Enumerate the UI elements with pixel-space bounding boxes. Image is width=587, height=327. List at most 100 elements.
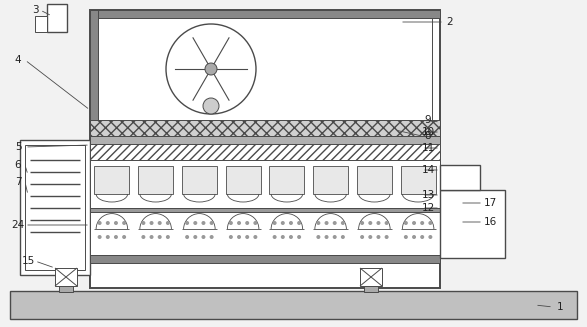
Text: 13: 13 <box>421 190 434 200</box>
Bar <box>90 210 440 255</box>
Text: 6: 6 <box>15 160 21 170</box>
Circle shape <box>316 221 321 225</box>
Circle shape <box>254 235 257 239</box>
Circle shape <box>420 221 424 225</box>
Bar <box>98 18 156 120</box>
Circle shape <box>420 235 424 239</box>
Text: 12: 12 <box>421 203 434 213</box>
Circle shape <box>141 235 146 239</box>
Bar <box>225 166 261 194</box>
Circle shape <box>166 221 170 225</box>
Bar <box>90 10 440 288</box>
Circle shape <box>114 221 118 225</box>
Circle shape <box>384 235 389 239</box>
Circle shape <box>141 221 146 225</box>
Text: 5: 5 <box>15 142 21 152</box>
Bar <box>98 18 432 120</box>
Bar <box>35 16 47 32</box>
Circle shape <box>429 221 433 225</box>
Circle shape <box>341 221 345 225</box>
Bar <box>55 268 77 286</box>
Circle shape <box>333 221 337 225</box>
Circle shape <box>201 235 205 239</box>
Text: 4: 4 <box>15 55 21 65</box>
Text: 10: 10 <box>421 127 434 137</box>
Circle shape <box>325 235 329 239</box>
Text: 16: 16 <box>483 217 497 227</box>
Circle shape <box>106 221 110 225</box>
Bar <box>440 165 480 190</box>
Circle shape <box>297 235 301 239</box>
Circle shape <box>237 235 241 239</box>
Bar <box>90 10 440 18</box>
Circle shape <box>210 221 214 225</box>
Bar <box>47 4 67 32</box>
Circle shape <box>158 235 161 239</box>
Circle shape <box>412 235 416 239</box>
Circle shape <box>97 235 102 239</box>
Circle shape <box>376 235 380 239</box>
Circle shape <box>245 221 249 225</box>
Circle shape <box>368 235 372 239</box>
Circle shape <box>384 221 389 225</box>
Text: 24: 24 <box>11 220 25 230</box>
Circle shape <box>412 221 416 225</box>
Circle shape <box>122 221 126 225</box>
Text: 9: 9 <box>424 115 431 125</box>
Circle shape <box>245 235 249 239</box>
Circle shape <box>106 235 110 239</box>
Bar <box>20 140 90 275</box>
Circle shape <box>193 235 197 239</box>
Circle shape <box>254 221 257 225</box>
Bar <box>95 166 129 194</box>
Text: 3: 3 <box>32 5 38 15</box>
Circle shape <box>185 221 189 225</box>
Bar <box>90 208 440 212</box>
Circle shape <box>316 235 321 239</box>
Text: 7: 7 <box>15 177 21 187</box>
Circle shape <box>404 235 408 239</box>
Bar <box>90 10 98 120</box>
Circle shape <box>237 221 241 225</box>
Bar <box>400 166 436 194</box>
Bar <box>90 136 440 144</box>
Circle shape <box>333 235 337 239</box>
Circle shape <box>185 235 189 239</box>
Circle shape <box>205 63 217 75</box>
Circle shape <box>360 221 364 225</box>
Circle shape <box>166 235 170 239</box>
Bar <box>269 166 305 194</box>
Circle shape <box>193 221 197 225</box>
Circle shape <box>272 221 276 225</box>
Bar <box>25 145 85 270</box>
Circle shape <box>229 221 233 225</box>
Text: 8: 8 <box>424 131 431 141</box>
Bar <box>138 166 173 194</box>
Circle shape <box>122 235 126 239</box>
Bar <box>313 166 348 194</box>
Circle shape <box>272 235 276 239</box>
Bar <box>364 286 378 292</box>
Text: 14: 14 <box>421 165 434 175</box>
Circle shape <box>289 221 293 225</box>
Bar <box>90 160 440 208</box>
Bar <box>440 190 505 258</box>
Circle shape <box>368 221 372 225</box>
Circle shape <box>210 235 214 239</box>
Circle shape <box>404 221 408 225</box>
Circle shape <box>281 221 285 225</box>
Circle shape <box>114 235 118 239</box>
Text: 1: 1 <box>556 302 564 312</box>
Text: 17: 17 <box>483 198 497 208</box>
Text: 11: 11 <box>421 143 434 153</box>
Circle shape <box>376 221 380 225</box>
Circle shape <box>166 24 256 114</box>
Circle shape <box>229 235 233 239</box>
Bar <box>10 291 577 319</box>
Bar <box>360 268 382 286</box>
Bar <box>59 286 73 292</box>
Circle shape <box>341 235 345 239</box>
Circle shape <box>429 235 433 239</box>
Circle shape <box>97 221 102 225</box>
Bar <box>90 120 440 136</box>
